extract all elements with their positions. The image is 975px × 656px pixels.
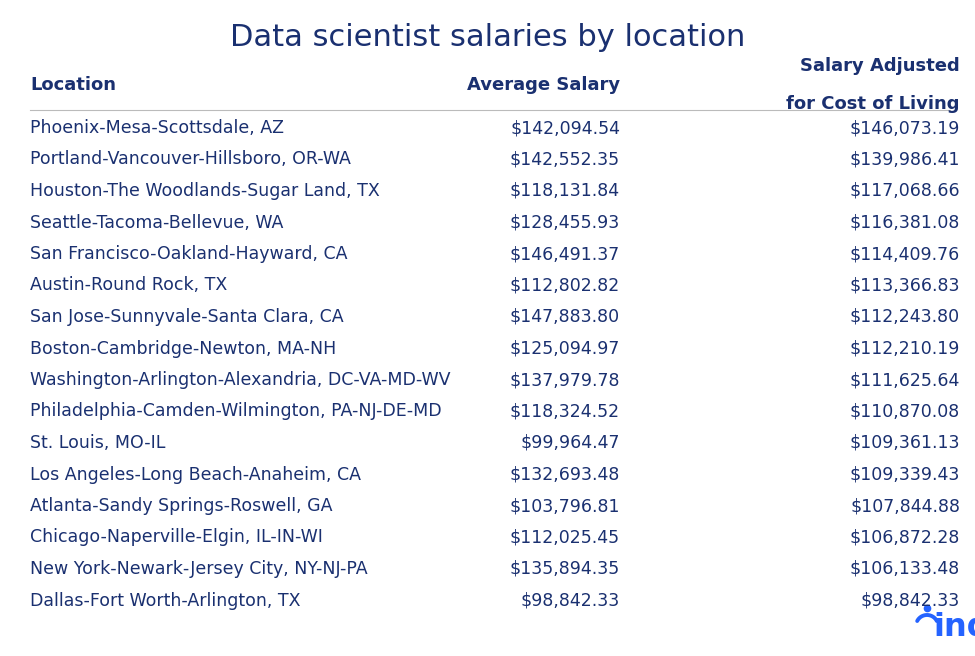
Text: $114,409.76: $114,409.76 [850, 245, 960, 263]
Text: $125,094.97: $125,094.97 [510, 340, 620, 358]
Text: $142,094.54: $142,094.54 [510, 119, 620, 137]
Text: $112,802.82: $112,802.82 [510, 276, 620, 295]
Text: $146,491.37: $146,491.37 [510, 245, 620, 263]
Text: $139,986.41: $139,986.41 [849, 150, 960, 169]
Text: $111,625.64: $111,625.64 [849, 371, 960, 389]
Text: New York-Newark-Jersey City, NY-NJ-PA: New York-Newark-Jersey City, NY-NJ-PA [30, 560, 368, 578]
Text: $116,381.08: $116,381.08 [849, 213, 960, 232]
Text: $146,073.19: $146,073.19 [849, 119, 960, 137]
Text: $118,131.84: $118,131.84 [510, 182, 620, 200]
Text: Phoenix-Mesa-Scottsdale, AZ: Phoenix-Mesa-Scottsdale, AZ [30, 119, 284, 137]
Text: $109,339.43: $109,339.43 [849, 466, 960, 483]
Text: Dallas-Fort Worth-Arlington, TX: Dallas-Fort Worth-Arlington, TX [30, 592, 300, 609]
Text: $117,068.66: $117,068.66 [849, 182, 960, 200]
Text: San Francisco-Oakland-Hayward, CA: San Francisco-Oakland-Hayward, CA [30, 245, 347, 263]
Text: $113,366.83: $113,366.83 [849, 276, 960, 295]
Text: $135,894.35: $135,894.35 [510, 560, 620, 578]
Text: $99,964.47: $99,964.47 [521, 434, 620, 452]
Text: Average Salary: Average Salary [467, 76, 620, 94]
Text: San Jose-Sunnyvale-Santa Clara, CA: San Jose-Sunnyvale-Santa Clara, CA [30, 308, 343, 326]
Text: $98,842.33: $98,842.33 [861, 592, 960, 609]
Text: Boston-Cambridge-Newton, MA-NH: Boston-Cambridge-Newton, MA-NH [30, 340, 336, 358]
Text: Houston-The Woodlands-Sugar Land, TX: Houston-The Woodlands-Sugar Land, TX [30, 182, 379, 200]
Text: Seattle-Tacoma-Bellevue, WA: Seattle-Tacoma-Bellevue, WA [30, 213, 284, 232]
Text: $107,844.88: $107,844.88 [850, 497, 960, 515]
Text: $112,025.45: $112,025.45 [510, 529, 620, 546]
Text: Location: Location [30, 76, 116, 94]
Text: $112,210.19: $112,210.19 [849, 340, 960, 358]
Text: $112,243.80: $112,243.80 [850, 308, 960, 326]
Text: Philadelphia-Camden-Wilmington, PA-NJ-DE-MD: Philadelphia-Camden-Wilmington, PA-NJ-DE… [30, 403, 442, 420]
Text: $103,796.81: $103,796.81 [510, 497, 620, 515]
Text: $147,883.80: $147,883.80 [510, 308, 620, 326]
Text: $106,872.28: $106,872.28 [849, 529, 960, 546]
Text: $128,455.93: $128,455.93 [510, 213, 620, 232]
Text: $98,842.33: $98,842.33 [521, 592, 620, 609]
Text: $132,693.48: $132,693.48 [510, 466, 620, 483]
Text: $142,552.35: $142,552.35 [510, 150, 620, 169]
Text: indeed: indeed [933, 613, 975, 644]
Text: Chicago-Naperville-Elgin, IL-IN-WI: Chicago-Naperville-Elgin, IL-IN-WI [30, 529, 323, 546]
Text: $110,870.08: $110,870.08 [850, 403, 960, 420]
Text: Washington-Arlington-Alexandria, DC-VA-MD-WV: Washington-Arlington-Alexandria, DC-VA-M… [30, 371, 450, 389]
Text: $118,324.52: $118,324.52 [510, 403, 620, 420]
Text: Los Angeles-Long Beach-Anaheim, CA: Los Angeles-Long Beach-Anaheim, CA [30, 466, 361, 483]
Text: for Cost of Living: for Cost of Living [787, 95, 960, 113]
Text: $137,979.78: $137,979.78 [510, 371, 620, 389]
Text: $106,133.48: $106,133.48 [850, 560, 960, 578]
Text: Portland-Vancouver-Hillsboro, OR-WA: Portland-Vancouver-Hillsboro, OR-WA [30, 150, 351, 169]
Text: Austin-Round Rock, TX: Austin-Round Rock, TX [30, 276, 227, 295]
Text: Atlanta-Sandy Springs-Roswell, GA: Atlanta-Sandy Springs-Roswell, GA [30, 497, 332, 515]
Text: $109,361.13: $109,361.13 [849, 434, 960, 452]
Text: Data scientist salaries by location: Data scientist salaries by location [230, 24, 745, 52]
Text: St. Louis, MO-IL: St. Louis, MO-IL [30, 434, 166, 452]
Text: Salary Adjusted: Salary Adjusted [800, 57, 960, 75]
